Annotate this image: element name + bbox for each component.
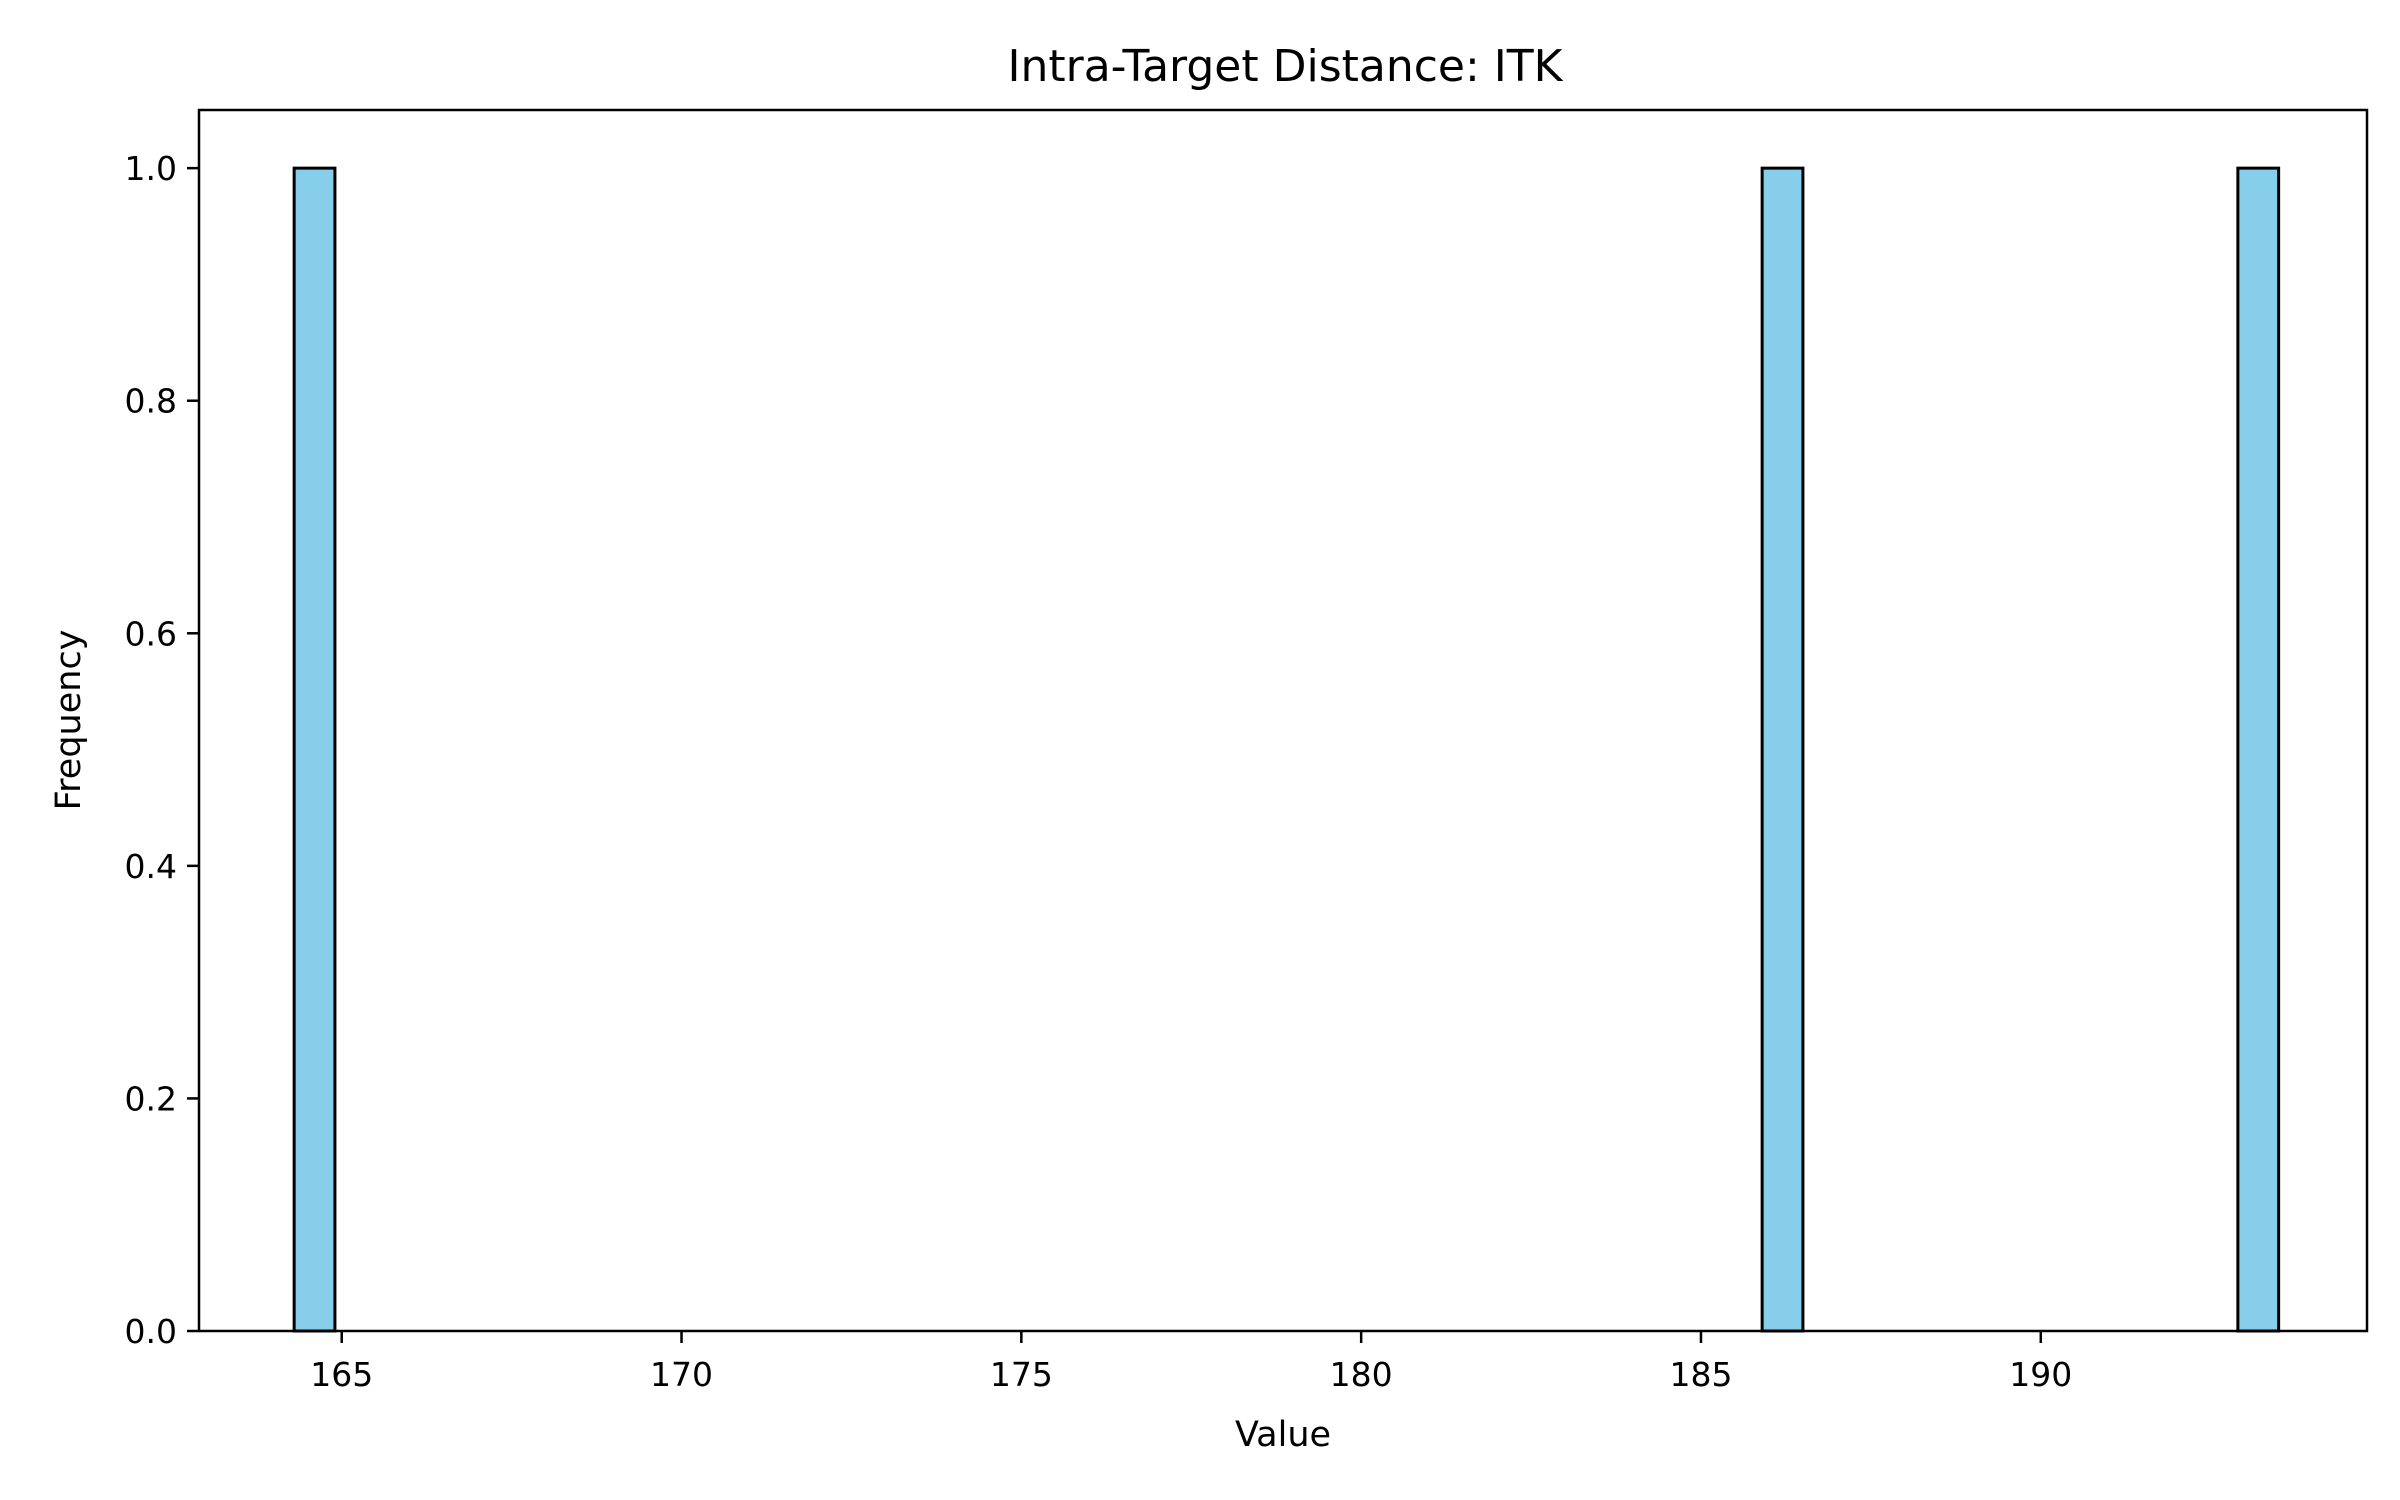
y-tick-label: 0.6 (125, 614, 177, 653)
histogram-bar (292, 166, 337, 1333)
x-axis-label: Value (1235, 1415, 1331, 1455)
y-tick-label: 0.4 (125, 847, 177, 886)
x-tick-label: 165 (310, 1355, 373, 1394)
y-tick-label: 0.2 (125, 1079, 177, 1118)
x-tick-label: 185 (1669, 1355, 1732, 1394)
y-axis-ticks: 0.0 0.2 0.4 0.6 0.8 1.0 (125, 149, 199, 1351)
y-axis-label: Frequency (49, 630, 89, 811)
x-tick-label: 170 (650, 1355, 713, 1394)
x-tick-label: 175 (990, 1355, 1053, 1394)
y-tick-label: 0.8 (125, 382, 177, 421)
x-axis-ticks: 165 170 175 180 185 190 (310, 1331, 2072, 1394)
y-tick-label: 0.0 (125, 1312, 177, 1351)
histogram-bar (2236, 166, 2281, 1333)
x-tick-label: 180 (1330, 1355, 1393, 1394)
y-tick-label: 1.0 (125, 149, 177, 188)
histogram-bars (292, 166, 2281, 1333)
x-tick-label: 190 (2009, 1355, 2072, 1394)
histogram-bar (1760, 166, 1805, 1333)
chart-title: Intra-Target Distance: ITK (1007, 41, 1563, 92)
plot-area-frame (197, 108, 2369, 1333)
